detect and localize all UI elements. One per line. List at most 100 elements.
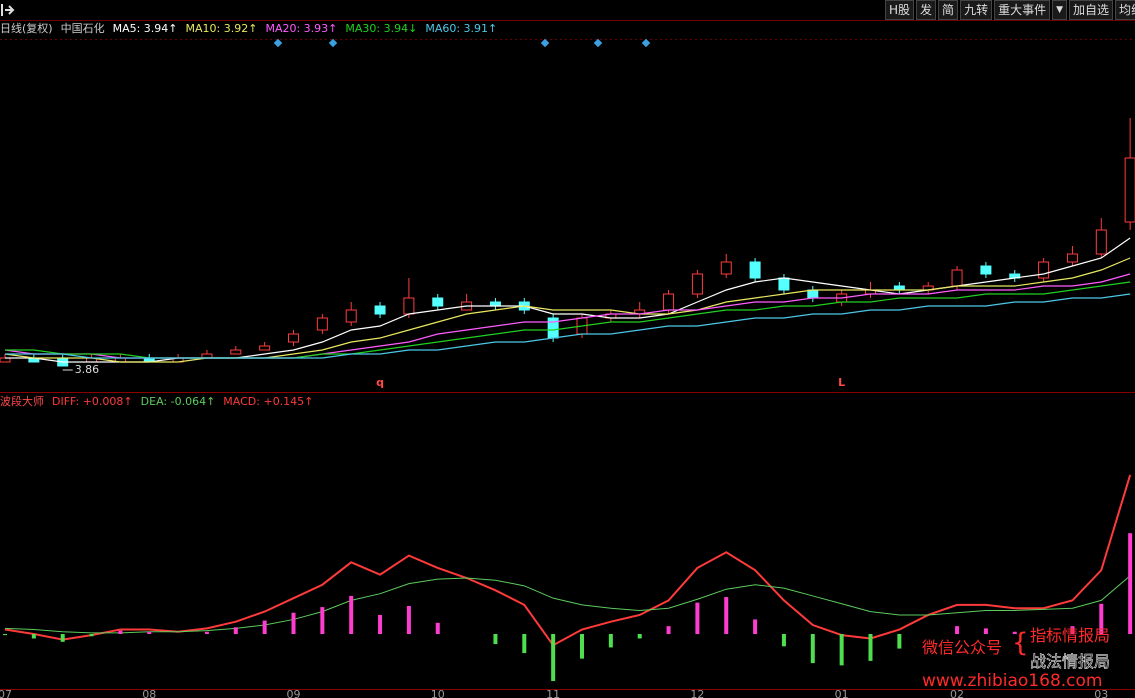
macd-bar — [897, 634, 902, 649]
candle-body — [951, 269, 963, 287]
macd-bar — [637, 634, 642, 639]
macd-bar — [1012, 631, 1017, 634]
macd-bar — [435, 622, 440, 634]
watermark-text: 战法情报局 — [1030, 652, 1111, 672]
ma-line — [5, 293, 1131, 359]
watermark-text: 微信公众号 — [922, 638, 1003, 657]
annotation: q — [376, 376, 384, 389]
legend-entry: MA5: 3.94↑ — [112, 22, 178, 35]
legend-entry: MA10: 3.92↑ — [185, 22, 258, 35]
candle-body — [316, 317, 328, 331]
macd-bar — [580, 634, 584, 659]
macd-bar — [349, 595, 354, 634]
macd-bar — [810, 634, 815, 664]
macd-bar — [147, 631, 152, 634]
candle-body — [374, 305, 386, 315]
macd-bar — [1041, 632, 1046, 634]
toolbar-button[interactable]: 九转 — [960, 0, 993, 20]
toolbar-button[interactable]: 均线 — [1115, 0, 1135, 20]
macd-bar — [493, 634, 498, 645]
candle-body — [1124, 157, 1135, 223]
signal-diamond — [328, 38, 338, 48]
macd-bar — [839, 634, 844, 666]
macd-bar — [753, 619, 758, 634]
x-tick-label: 11 — [546, 688, 560, 698]
macd-bar — [1099, 603, 1104, 634]
candle-body — [288, 333, 299, 343]
macd-bar — [89, 634, 94, 637]
candle-body — [778, 277, 790, 291]
candle-body — [345, 309, 357, 323]
toolbar-button[interactable]: 发 — [916, 0, 937, 20]
macd-bar — [60, 634, 65, 642]
macd-bar — [378, 614, 383, 634]
macd-bar — [522, 634, 527, 654]
macd-bar — [3, 634, 7, 636]
candle-body — [663, 293, 675, 311]
legend-entry: MA30: 3.94↓ — [345, 22, 418, 35]
candle-body — [1038, 261, 1050, 279]
macd-bar — [551, 634, 556, 682]
macd-bar — [955, 626, 960, 634]
toolbar-button[interactable]: 简 — [938, 0, 959, 20]
x-tick-label: 12 — [690, 688, 704, 698]
candle-body — [403, 297, 415, 315]
legend-entry: DIFF: +0.008↑ — [52, 395, 133, 408]
signal-diamond — [273, 38, 283, 48]
indicator-title: 波段大师 — [0, 395, 44, 408]
price-legend: 日线(复权) 中国石化 MA5: 3.94↑ MA10: 3.92↑ MA20: 3.9… — [0, 21, 497, 37]
x-tick-label: 02 — [950, 688, 964, 698]
macd-bar — [291, 612, 296, 634]
candle-body — [259, 345, 271, 351]
low-label: 3.86 — [75, 363, 100, 376]
legend-entry: MA20: 3.93↑ — [265, 22, 338, 35]
watermark-brace: { — [1012, 628, 1029, 658]
macd-bar — [320, 607, 325, 634]
macd-legend: 波段大师 DIFF: +0.008↑ DEA: -0.064↑ MACD: +0.14… — [0, 394, 313, 410]
legend-entry: MACD: +0.145↑ — [223, 395, 314, 408]
macd-bar — [695, 602, 700, 634]
macd-bar — [781, 634, 786, 647]
legend-entry: MA60: 3.91↑ — [425, 22, 498, 35]
candle-body — [1095, 229, 1107, 255]
candle-body — [807, 289, 819, 299]
macd-bar — [666, 626, 671, 634]
macd-bar — [608, 634, 613, 648]
candle-body — [691, 273, 703, 295]
macd-bar — [983, 628, 988, 634]
x-tick-label: 01 — [835, 688, 849, 698]
candle-body — [230, 349, 242, 355]
x-tick-label: 09 — [287, 688, 301, 698]
macd-bar — [262, 620, 267, 634]
macd-bar — [1070, 626, 1075, 634]
toolbar-button[interactable]: H股 — [885, 0, 915, 20]
candle-body — [749, 261, 761, 279]
macd-bar — [233, 627, 238, 634]
watermark-text: 指标情报局 — [1030, 626, 1111, 645]
macd-bar — [1128, 533, 1133, 634]
dropdown-arrow[interactable]: ▼ — [1052, 0, 1068, 20]
period-label: 日线(复权) — [0, 22, 53, 35]
x-tick-label: 10 — [431, 688, 445, 698]
indicator-line — [4, 575, 1131, 634]
candle-body — [720, 261, 732, 275]
candle-body — [1066, 253, 1078, 263]
ma-line — [4, 257, 1131, 363]
x-tick-label: 03 — [1094, 688, 1108, 698]
annotation: L — [838, 376, 845, 389]
back-icon[interactable] — [1, 4, 15, 16]
indicator-line — [4, 474, 1132, 647]
toolbar-button[interactable]: 重大事件 — [994, 0, 1051, 20]
macd-bar — [868, 634, 873, 661]
candle-body — [980, 265, 992, 275]
macd-bar — [724, 597, 729, 634]
macd-bar — [118, 630, 123, 634]
x-tick-label: 08 — [142, 688, 156, 698]
x-tick-label: 07 — [0, 688, 12, 698]
watermark-url: www.zhibiao168.com — [922, 671, 1103, 691]
macd-bar — [406, 606, 411, 634]
toolbar-button[interactable]: 加自选 — [1069, 0, 1114, 20]
